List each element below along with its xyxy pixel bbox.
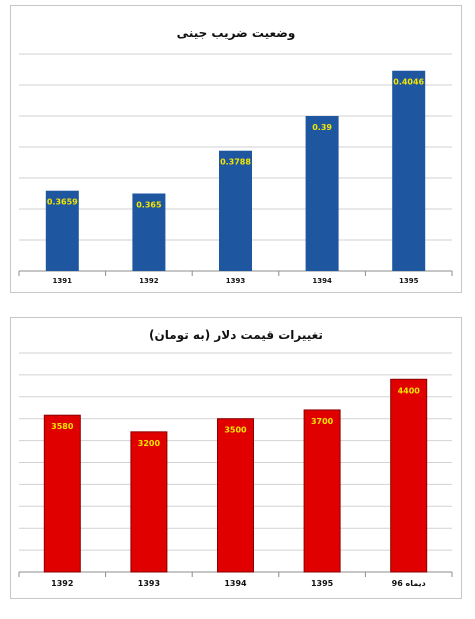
data-label: 0.3788: [220, 158, 251, 167]
data-label: 4400: [398, 386, 421, 395]
bar-1391: [45, 190, 79, 271]
data-label: 0.365: [136, 201, 162, 210]
bar-1394: [217, 418, 254, 573]
gini-chart-plot: 0.3659 1391 0.365 1392 0.3788 1393 0.39 1394 0.4…: [18, 53, 453, 285]
x-tick-label: 1393: [138, 579, 160, 588]
dollar-chart-plot: 3580 1392 3200 1393 3500 1394 3700 1395 4400 دیما…: [18, 352, 453, 588]
bar-1393: [130, 431, 168, 573]
data-label: 0.4046: [393, 78, 424, 87]
dollar-chart-title: تغییرات قیمت دلار (به تومان): [149, 328, 323, 342]
x-tick-label: 1393: [226, 277, 246, 285]
x-tick-label: 1395: [399, 277, 419, 285]
bar-1395: [392, 70, 426, 272]
bar-1393: [219, 150, 252, 271]
bar-1392: [43, 414, 81, 573]
bar-1392: [132, 193, 166, 271]
x-tick-label: 1395: [311, 579, 334, 588]
gini-chart-panel: وضعیت ضریب جینی 0.3659 1391 0.365 1392 0.378…: [10, 5, 462, 293]
data-label: 0.39: [312, 123, 332, 132]
dollar-chart-panel: تغییرات قیمت دلار (به تومان) 3580 1392 320…: [10, 317, 462, 599]
data-label: 3700: [311, 417, 334, 426]
x-tick-label: دیماه 96: [392, 579, 426, 588]
data-label: 3580: [51, 422, 74, 431]
data-label: 3200: [138, 439, 161, 448]
x-tick-label: 1394: [312, 277, 332, 285]
gini-chart-title: وضعیت ضریب جینی: [176, 26, 296, 40]
bar-1395: [303, 409, 341, 573]
bar-1394: [305, 116, 339, 271]
data-label: 3500: [224, 426, 247, 435]
x-tick-label: 1391: [53, 277, 73, 285]
x-tick-label: 1394: [224, 579, 247, 588]
bar-دیماه 96: [390, 378, 428, 573]
x-tick-label: 1392: [51, 579, 73, 588]
x-tick-label: 1392: [139, 277, 159, 285]
data-label: 0.3659: [47, 198, 78, 207]
